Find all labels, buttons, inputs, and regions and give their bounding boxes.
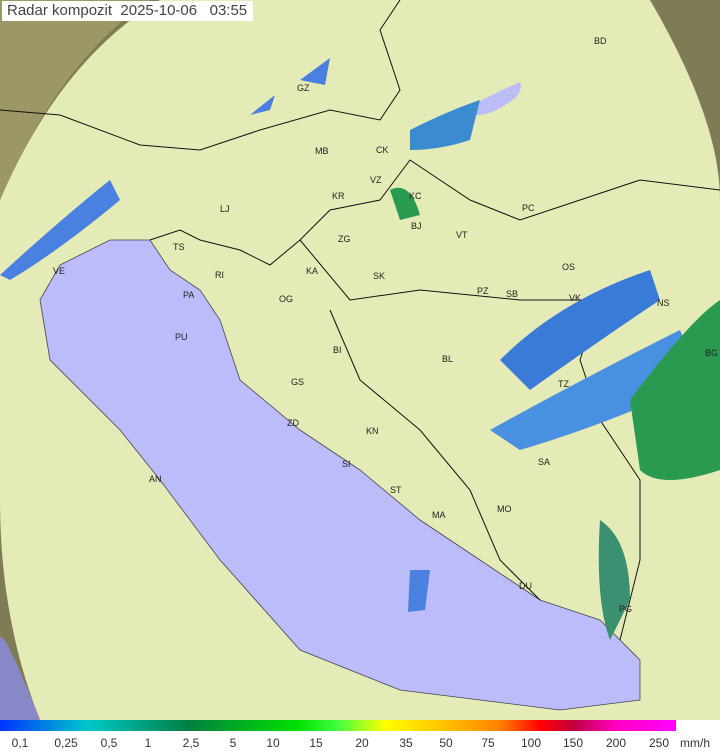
adriatic-sea — [39, 239, 641, 711]
city-label-os: OS — [562, 262, 576, 272]
city-label-vt: VT — [456, 230, 468, 240]
scale-tick-label: 100 — [520, 736, 542, 750]
city-label-og: OG — [279, 294, 294, 304]
city-label-zg: ZG — [338, 234, 351, 244]
city-label-ri: RI — [215, 270, 224, 280]
city-label-bi: BI — [333, 345, 342, 355]
city-label-pa: PA — [183, 290, 195, 300]
city-label-kr: KR — [332, 191, 345, 201]
city-label-sa: SA — [538, 457, 551, 467]
scale-tick-label: 2,5 — [182, 736, 200, 750]
radar-map: GZ BD MB CK VZ KC KR LJ ZG BJ VT PC TS VE RI KA SK OS PA OG… — [0, 0, 720, 720]
city-label-kc: KC — [409, 191, 422, 201]
city-label-gz: GZ — [297, 83, 310, 93]
city-label-bg: BG — [705, 348, 719, 358]
city-label-pu: PU — [175, 332, 188, 342]
scale-tick-label: 0,25 — [54, 736, 78, 750]
city-label-gs: GS — [291, 377, 305, 387]
scale-tick-label: 0,1 — [11, 736, 29, 750]
scale-tick-label: 20 — [355, 736, 369, 750]
radar-coverage-area — [0, 0, 720, 720]
radar-echoes — [0, 58, 720, 640]
city-label-ns: NS — [657, 298, 670, 308]
city-label-zd: ZD — [287, 418, 299, 428]
city-label-kn: KN — [366, 426, 379, 436]
city-label-vk: VK — [569, 293, 582, 303]
city-label-du: DU — [519, 581, 532, 591]
city-label-ts: TS — [173, 242, 185, 252]
scale-tick-label: 10 — [266, 736, 280, 750]
precipitation-color-scale — [0, 720, 676, 731]
city-label-si: SI — [342, 459, 351, 469]
city-label-pz: PZ — [477, 286, 489, 296]
map-title: Radar kompozit 2025-10-06 03:55 — [2, 1, 254, 21]
city-label-st: ST — [390, 485, 402, 495]
city-label-sk: SK — [373, 271, 386, 281]
scale-tick-label: 1 — [144, 736, 152, 750]
scale-tick-label: 50 — [439, 736, 453, 750]
scale-tick-label: 15 — [309, 736, 323, 750]
city-label-bl: BL — [442, 354, 454, 364]
scale-tick-label: 35 — [399, 736, 413, 750]
city-label-pg: PG — [619, 604, 633, 614]
scale-tick-label: 5 — [229, 736, 237, 750]
scale-tick-label: 250 — [648, 736, 670, 750]
city-label-vz: VZ — [370, 175, 382, 185]
scale-tick-label: 150 — [562, 736, 584, 750]
scale-tick-label: 0,5 — [100, 736, 118, 750]
city-label-bj: BJ — [411, 221, 422, 231]
city-label-ve: VE — [53, 266, 66, 276]
city-label-mb: MB — [315, 146, 329, 156]
scale-unit: mm/h — [680, 736, 710, 750]
city-label-an: AN — [149, 474, 162, 484]
map-graphic — [0, 0, 720, 720]
city-label-lj: LJ — [220, 204, 230, 214]
city-label-tz: TZ — [558, 379, 569, 389]
city-label-pc: PC — [522, 203, 535, 213]
city-label-ck: CK — [376, 145, 389, 155]
city-label-mo: MO — [497, 504, 512, 514]
city-label-ka: KA — [306, 266, 319, 276]
city-label-sb: SB — [506, 289, 519, 299]
scale-tick-label: 75 — [481, 736, 495, 750]
city-label-ma: MA — [432, 510, 446, 520]
scale-tick-label: 200 — [605, 736, 627, 750]
city-label-bd: BD — [594, 36, 607, 46]
